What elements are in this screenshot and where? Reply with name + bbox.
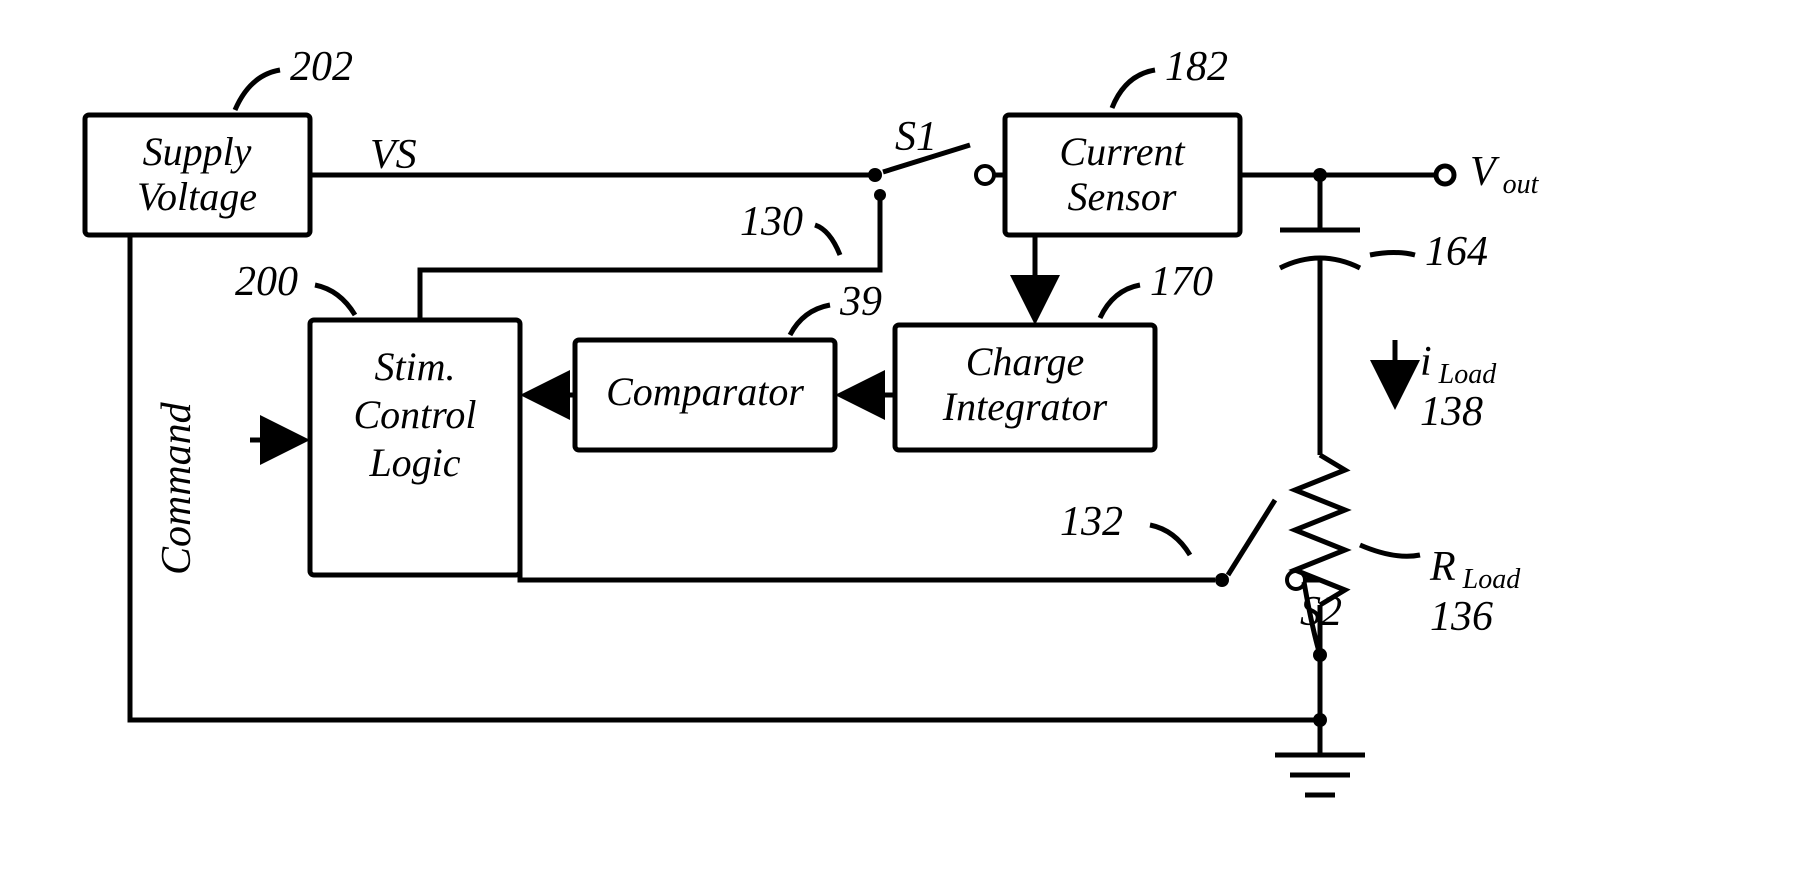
supply-voltage-label-1: Supply — [143, 129, 252, 174]
current-sensor-label-2: Sensor — [1068, 174, 1177, 219]
current-sensor-label-1: Current — [1059, 129, 1185, 174]
ref-164: 164 — [1425, 229, 1488, 275]
label-vs: VS — [370, 132, 417, 178]
s2-pole-left — [1215, 573, 1229, 587]
charge-integrator-label-2: Integrator — [942, 384, 1108, 429]
ref-39: 39 — [839, 279, 882, 325]
ref-tail-132 — [1150, 525, 1190, 555]
label-vout: V out — [1470, 149, 1540, 200]
label-s1: S1 — [895, 114, 937, 160]
ref-200: 200 — [235, 259, 298, 305]
label-rload: R Load — [1429, 544, 1521, 595]
ref-tail-130 — [815, 225, 840, 255]
supply-voltage-label-2: Voltage — [137, 174, 257, 219]
stim-label-1: Stim. — [374, 344, 455, 389]
ref-tail-202 — [235, 70, 280, 110]
ref-tail-170 — [1100, 285, 1140, 318]
stim-label-3: Logic — [368, 440, 460, 485]
ref-182: 182 — [1165, 44, 1228, 90]
ref-130: 130 — [740, 199, 803, 245]
ref-138: 138 — [1420, 389, 1483, 435]
charge-integrator-label-1: Charge — [966, 339, 1085, 384]
wire-stim-to-s1 — [420, 200, 880, 320]
s1-pole-right — [976, 166, 994, 184]
ref-132: 132 — [1060, 499, 1123, 545]
s1-pole-left — [868, 168, 882, 182]
node-s2-ground — [1313, 648, 1327, 662]
comparator-label: Comparator — [606, 369, 804, 414]
wire-stim-to-s2 — [520, 540, 1215, 580]
ref-170: 170 — [1150, 259, 1213, 305]
ref-tail-rload — [1360, 545, 1420, 556]
stim-label-2: Control — [354, 392, 477, 437]
ref-tail-39 — [790, 305, 830, 335]
ref-tail-200 — [315, 285, 355, 315]
ref-tail-182 — [1112, 70, 1155, 108]
label-s2: S2 — [1300, 589, 1342, 635]
vout-terminal — [1436, 166, 1454, 184]
ref-tail-164 — [1370, 253, 1415, 256]
label-iload: i Load — [1420, 339, 1497, 390]
s2-blade — [1228, 500, 1275, 575]
ref-136: 136 — [1430, 594, 1493, 640]
label-command: Command — [154, 401, 200, 575]
ref-202: 202 — [290, 44, 353, 90]
s1-control-dot — [874, 189, 886, 201]
